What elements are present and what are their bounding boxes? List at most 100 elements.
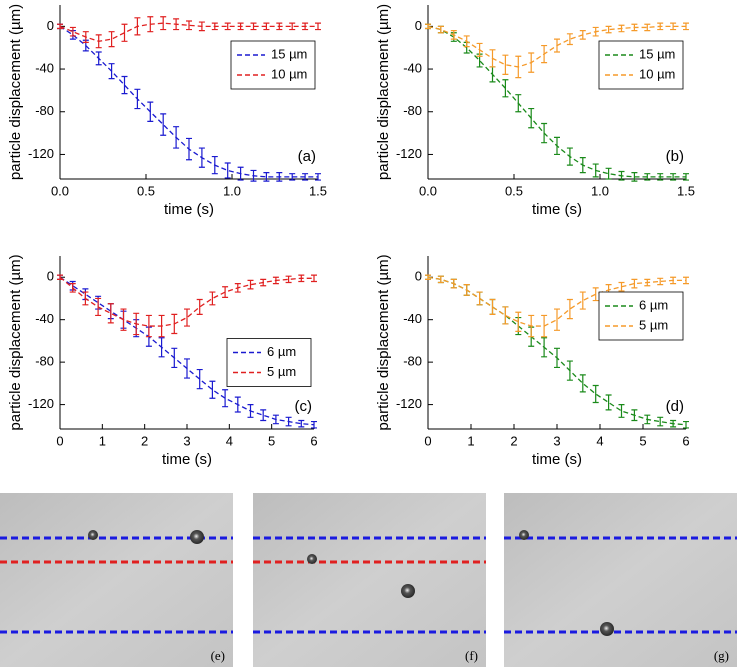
y-tick-label: -40 bbox=[35, 60, 54, 75]
image-f: (f) bbox=[253, 493, 486, 667]
error-bar bbox=[541, 314, 548, 338]
error-bar bbox=[670, 22, 677, 31]
error-bar bbox=[57, 23, 63, 30]
x-tick-label: 3 bbox=[183, 433, 190, 448]
legend: 6 µm 5 µm bbox=[226, 338, 312, 387]
error-bar bbox=[683, 420, 689, 429]
error-bar bbox=[107, 303, 114, 324]
error-bar bbox=[618, 170, 625, 181]
error-bar bbox=[618, 281, 625, 292]
error-bar bbox=[566, 33, 573, 46]
y-tick-label: 0 bbox=[415, 18, 422, 33]
legend: 15 µm 10 µm bbox=[230, 40, 316, 90]
error-bar bbox=[566, 147, 573, 166]
x-axis-title: time (s) bbox=[164, 201, 214, 218]
x-tick-label: 6 bbox=[310, 433, 317, 448]
error-bar bbox=[489, 298, 496, 315]
error-bar bbox=[683, 276, 689, 285]
error-bar bbox=[566, 360, 573, 381]
error-bar bbox=[463, 284, 470, 296]
x-axis-title: time (s) bbox=[532, 201, 582, 218]
error-bar bbox=[82, 291, 89, 306]
panel-label: (a) bbox=[298, 148, 316, 165]
error-bar bbox=[566, 298, 573, 320]
y-tick-label: 0 bbox=[415, 269, 422, 284]
x-tick-label: 1 bbox=[99, 433, 106, 448]
error-bar bbox=[463, 35, 470, 48]
legend-label: 6 µm bbox=[639, 297, 668, 312]
image-e: (e) bbox=[0, 493, 233, 667]
x-tick-label: 2 bbox=[141, 433, 148, 448]
legend-box bbox=[598, 40, 684, 90]
error-bar bbox=[644, 278, 651, 287]
panel-label: (f) bbox=[465, 648, 478, 663]
error-bar bbox=[69, 282, 76, 293]
error-bar bbox=[147, 101, 154, 122]
error-bar bbox=[298, 274, 305, 283]
error-bar bbox=[450, 30, 457, 40]
error-bar bbox=[302, 173, 309, 181]
error-bar bbox=[250, 22, 257, 31]
micrograph bbox=[253, 493, 486, 667]
error-bar bbox=[618, 403, 625, 418]
error-bar bbox=[209, 291, 216, 306]
error-bar bbox=[285, 416, 292, 427]
error-bar bbox=[631, 23, 638, 32]
error-bar bbox=[276, 22, 283, 31]
chart: -120 -80 -40 0 0 1 2 3 4 5 6 time (s) particle displ… bbox=[375, 254, 690, 468]
error-bar bbox=[605, 394, 612, 411]
error-bar bbox=[311, 274, 317, 283]
error-bar bbox=[134, 88, 141, 110]
legend-box bbox=[598, 291, 684, 341]
error-bar bbox=[289, 173, 296, 181]
error-bar bbox=[554, 308, 560, 331]
error-bar bbox=[644, 173, 651, 181]
x-tick-label: 1.5 bbox=[309, 183, 327, 198]
y-tick-label: -40 bbox=[403, 311, 422, 326]
error-bar bbox=[657, 416, 664, 427]
legend: 15 µm 10 µm bbox=[598, 40, 684, 90]
error-bar bbox=[515, 55, 522, 79]
error-bar bbox=[683, 22, 689, 31]
error-bar bbox=[302, 22, 309, 31]
panel-label: (g) bbox=[714, 648, 729, 663]
error-bar bbox=[554, 347, 560, 369]
y-axis-title: particle displacement (µm) bbox=[375, 254, 392, 430]
error-bar bbox=[579, 291, 586, 310]
error-bar bbox=[631, 278, 638, 289]
error-bar bbox=[224, 162, 231, 179]
error-bar bbox=[489, 49, 496, 68]
x-tick-label: 0.0 bbox=[419, 183, 437, 198]
error-bar bbox=[657, 22, 664, 31]
legend-label: 6 µm bbox=[267, 344, 296, 359]
y-tick-label: -120 bbox=[28, 146, 54, 161]
error-bar bbox=[657, 277, 664, 286]
particle bbox=[519, 530, 529, 540]
error-bar bbox=[489, 66, 496, 83]
error-bar bbox=[541, 122, 548, 144]
x-tick-label: 5 bbox=[639, 433, 646, 448]
error-bar bbox=[108, 31, 115, 48]
error-bar bbox=[502, 306, 509, 325]
error-bar bbox=[605, 167, 612, 180]
error-bar bbox=[644, 414, 651, 425]
y-axis-title: particle displacement (µm) bbox=[7, 254, 24, 430]
legend-box bbox=[230, 40, 316, 90]
error-bar bbox=[184, 308, 190, 327]
particle bbox=[600, 622, 614, 636]
error-bar bbox=[657, 173, 664, 181]
error-bar bbox=[160, 16, 167, 31]
error-bar bbox=[247, 403, 254, 418]
error-bar bbox=[683, 173, 689, 181]
error-bar bbox=[670, 419, 677, 428]
error-bar bbox=[515, 94, 522, 113]
panel-label: (b) bbox=[666, 148, 684, 165]
error-bar bbox=[260, 409, 267, 422]
error-bar bbox=[592, 163, 599, 178]
y-tick-label: 0 bbox=[47, 269, 54, 284]
error-bar bbox=[209, 380, 216, 399]
error-bar bbox=[263, 171, 270, 182]
error-bar bbox=[579, 374, 586, 393]
y-axis-title: particle displacement (µm) bbox=[7, 4, 24, 180]
